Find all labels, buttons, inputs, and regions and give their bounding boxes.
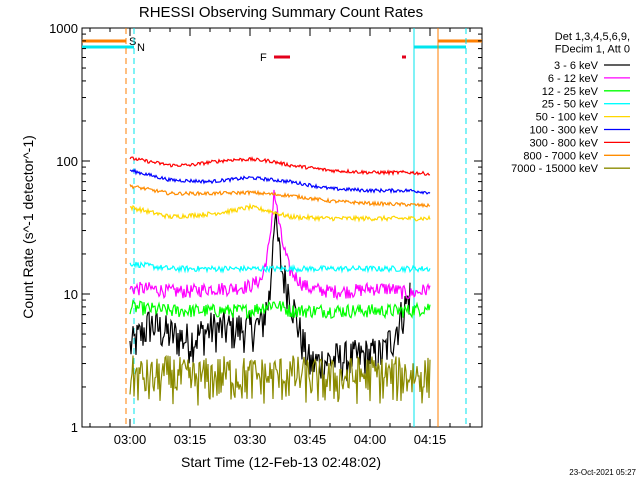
series-layer — [129, 156, 431, 406]
series-line-12-25-kev — [129, 299, 431, 320]
flag-label-f: F — [260, 52, 267, 64]
series-line-25-50-kev — [129, 261, 431, 274]
marker-layer — [125, 28, 467, 427]
legend-label-6-12-kev: 6 - 12 keV — [548, 73, 599, 85]
legend-label-3-6-kev: 3 - 6 keV — [554, 60, 599, 72]
x-tick-label-03-45: 03:45 — [294, 432, 327, 447]
flag-label-n: N — [137, 42, 145, 54]
x-axis: 03:00 03:15 03:30 03:45 04:00 04:15 — [89, 28, 471, 447]
y-tick-label-1: 1 — [71, 420, 78, 435]
legend-label-50-100-kev: 50 - 100 keV — [536, 112, 599, 124]
legend-label-25-50-kev: 25 - 50 keV — [542, 99, 599, 111]
footer-date: 23-Oct-2021 05:27 — [569, 468, 636, 477]
series-line-3-6-kev — [129, 211, 411, 385]
legend-label-100-300-kev: 100 - 300 keV — [530, 125, 599, 137]
y-tick-label-1000: 1000 — [49, 21, 78, 36]
series-line-50-100-kev — [129, 202, 431, 223]
y-tick-label-100: 100 — [56, 154, 78, 169]
series-line-100-300-kev — [129, 168, 431, 195]
series-line-6-12-kev — [129, 189, 431, 301]
legend-label-800-7000-kev: 800 - 7000 keV — [523, 150, 598, 162]
legend-label-12-25-kev: 12 - 25 keV — [542, 86, 599, 98]
series-line-800-7000-kev — [129, 184, 431, 209]
flag-label-s: S — [129, 36, 136, 48]
y-axis-label: Count Rate (s^-1 detector^-1) — [20, 135, 36, 319]
plot-frame — [81, 27, 483, 428]
flag-layer: S N F — [82, 36, 482, 64]
x-axis-label: Start Time (12-Feb-13 02:48:02) — [181, 454, 381, 470]
x-tick-label-04-00: 04:00 — [354, 432, 387, 447]
legend-header-1: FDecim 1, Att 0 — [555, 44, 630, 56]
legend-label-7000-15000-kev: 7000 - 15000 keV — [511, 163, 599, 175]
chart-title: RHESSI Observing Summary Count Rates — [139, 4, 423, 21]
legend: Det 1,3,4,5,6,9,FDecim 1, Att 0 3 - 6 keV… — [511, 31, 630, 175]
y-tick-label-10: 10 — [64, 287, 78, 302]
x-tick-label-03-00: 03:00 — [114, 432, 147, 447]
x-tick-label-04-15: 04:15 — [414, 432, 447, 447]
series-line-300-800-kev — [129, 156, 431, 176]
x-tick-label-03-30: 03:30 — [234, 432, 267, 447]
legend-header-0: Det 1,3,4,5,6,9, — [555, 31, 630, 43]
legend-label-300-800-kev: 300 - 800 keV — [530, 137, 599, 149]
x-tick-label-03-15: 03:15 — [174, 432, 207, 447]
series-line-7000-15000-kev — [129, 354, 431, 406]
y-axis: 1 10 100 1000 — [49, 21, 482, 435]
